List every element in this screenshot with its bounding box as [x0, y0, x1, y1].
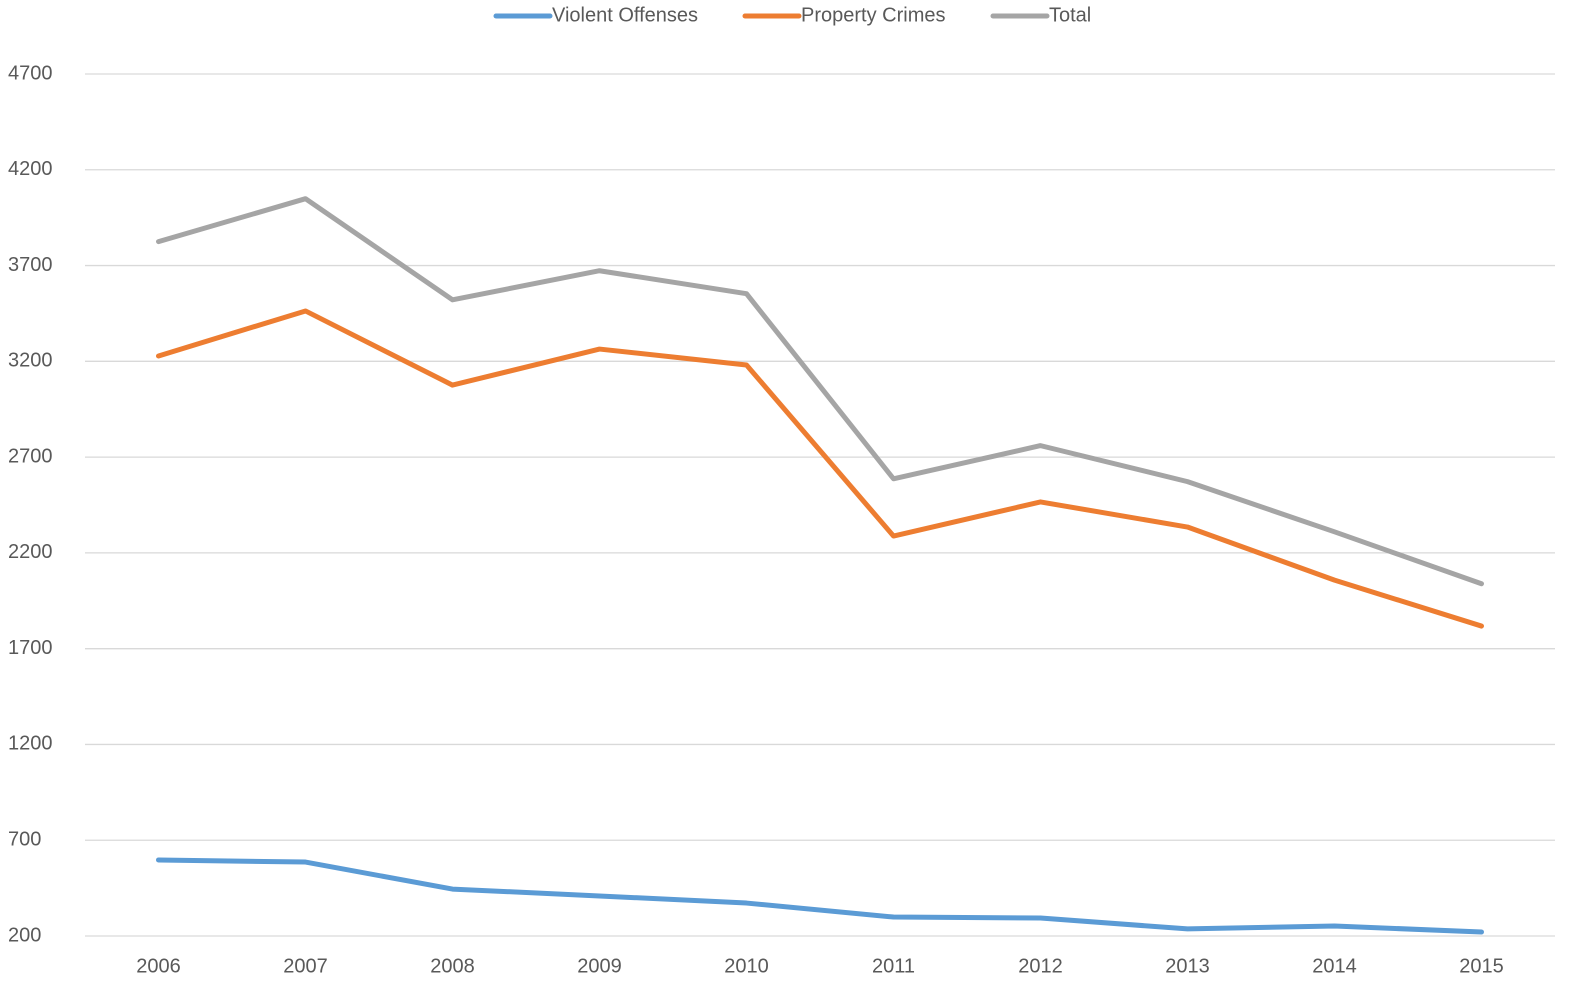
- x-tick-label: 2012: [1018, 955, 1063, 977]
- x-tick-label: 2010: [724, 955, 769, 977]
- x-tick-label: 2008: [430, 955, 475, 977]
- x-tick-label: 2014: [1312, 955, 1357, 977]
- y-tick-label: 1700: [8, 637, 53, 659]
- y-tick-label: 2700: [8, 445, 53, 467]
- y-tick-label: 2200: [8, 541, 53, 563]
- series-line: [156, 308, 1484, 629]
- x-tick-label: 2009: [577, 955, 622, 977]
- y-tick-label: 700: [8, 829, 41, 851]
- y-tick-label: 4700: [8, 62, 53, 84]
- x-tick-label: 2007: [283, 955, 328, 977]
- x-tick-label: 2011: [872, 955, 915, 977]
- y-tick-label: 3200: [8, 350, 53, 372]
- legend-label: Property Crimes: [801, 4, 945, 26]
- series-line: [156, 857, 1484, 935]
- series-line: [156, 196, 1484, 587]
- y-tick-label: 4200: [8, 158, 53, 180]
- y-tick-label: 200: [8, 924, 41, 946]
- y-tick-label: 1200: [8, 733, 53, 755]
- legend-label: Total: [1049, 4, 1091, 26]
- legend-label: Violent Offenses: [552, 4, 698, 26]
- x-tick-label: 2006: [136, 955, 181, 977]
- x-tick-label: 2013: [1165, 955, 1210, 977]
- x-tick-label: 2015: [1459, 955, 1504, 977]
- y-tick-label: 3700: [8, 254, 53, 276]
